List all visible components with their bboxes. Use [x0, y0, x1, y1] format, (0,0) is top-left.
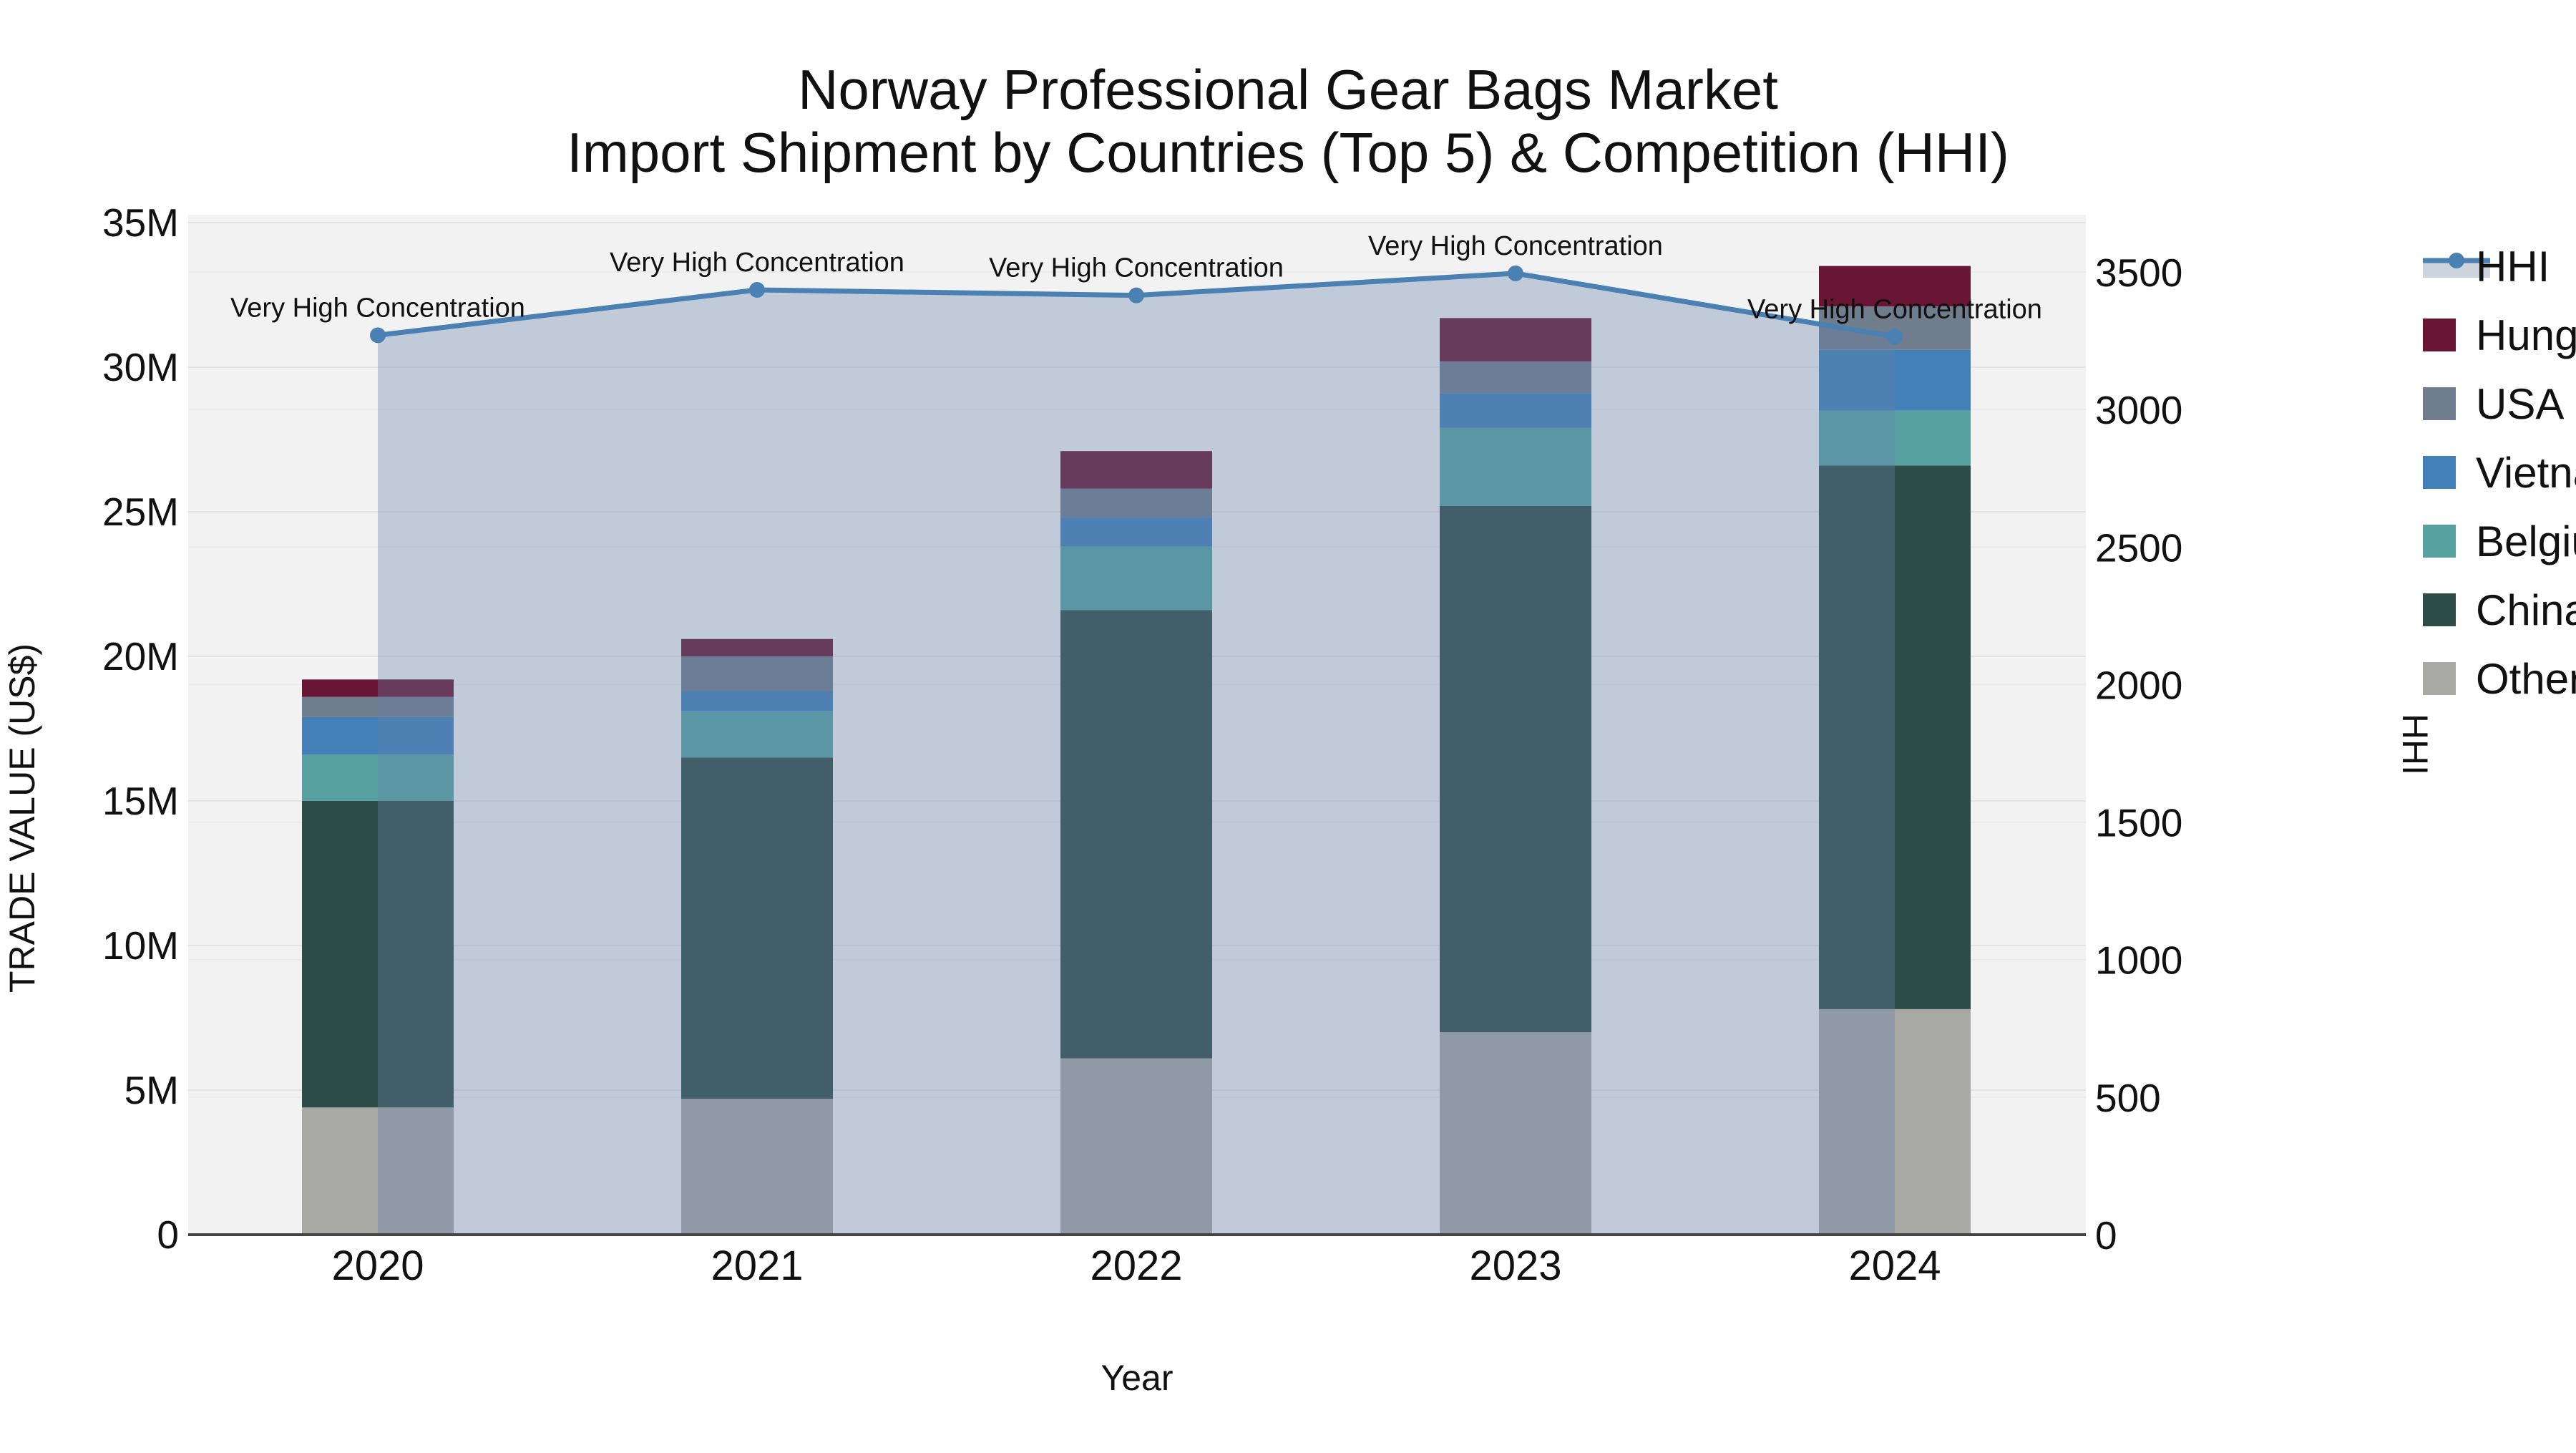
legend-swatch-china	[2423, 593, 2456, 626]
bar-segment-others-2020[interactable]	[302, 1107, 454, 1235]
y-right-tick: 1500	[2095, 801, 2182, 845]
legend-swatch-vietnam	[2423, 456, 2456, 489]
hhi-point-2022[interactable]	[1128, 287, 1144, 303]
legend-item-vietnam[interactable]: Vietnam	[2423, 449, 2576, 497]
bar-segment-vietnam-2021[interactable]	[681, 691, 833, 711]
x-tick-2023: 2023	[1469, 1243, 1561, 1289]
bar-segment-hungary-2022[interactable]	[1060, 451, 1212, 489]
bar-segment-usa-2020[interactable]	[302, 696, 454, 717]
bar-segment-others-2022[interactable]	[1060, 1058, 1212, 1235]
y-left-tick: 15M	[102, 779, 179, 823]
legend-label: HHI	[2476, 243, 2550, 291]
y-right-tick: 1000	[2095, 938, 2182, 983]
hhi-point-2024[interactable]	[1887, 329, 1903, 345]
y-right-tick: 2500	[2095, 525, 2182, 570]
plot-area: Very High Concentration Very High Concent…	[102, 200, 2182, 1289]
legend-item-china[interactable]: China	[2423, 586, 2576, 634]
hhi-point-2020[interactable]	[370, 327, 386, 344]
legend-label: USA	[2476, 380, 2564, 428]
y-right-axis-title: HHI	[2395, 714, 2435, 775]
legend-label: China	[2476, 586, 2576, 634]
legend-item-belgium[interactable]: Belgium	[2423, 517, 2576, 565]
hhi-legend-marker-icon	[2449, 253, 2464, 268]
bar-segment-belgium-2021[interactable]	[681, 711, 833, 758]
annotation-2024: Very High Concentration	[1747, 294, 2042, 324]
legend-swatch-usa	[2423, 387, 2456, 420]
y-right-tick: 3000	[2095, 388, 2182, 432]
legend-item-hungary[interactable]: Hungary	[2423, 311, 2576, 359]
annotation-2020: Very High Concentration	[230, 293, 525, 323]
bar-segment-vietnam-2023[interactable]	[1440, 393, 1591, 428]
legend-swatch-hungary	[2423, 319, 2456, 351]
bar-segment-belgium-2020[interactable]	[302, 754, 454, 801]
bar-segment-others-2024[interactable]	[1819, 1009, 1971, 1235]
bar-segment-china-2022[interactable]	[1060, 610, 1212, 1059]
hhi-area-fill	[378, 273, 1895, 1235]
legend-item-others[interactable]: Others	[2423, 655, 2576, 703]
legend-swatch-others	[2423, 662, 2456, 695]
x-axis-title: Year	[1101, 1358, 1173, 1398]
legend-label: Others	[2476, 655, 2576, 703]
bar-segment-usa-2021[interactable]	[681, 656, 833, 691]
y-left-tick: 0	[157, 1213, 179, 1257]
hhi-point-2023[interactable]	[1508, 265, 1523, 281]
y-left-tick: 20M	[102, 634, 179, 679]
legend-swatch-belgium	[2423, 525, 2456, 558]
legend-item-usa[interactable]: USA	[2423, 380, 2564, 428]
x-tick-2021: 2021	[711, 1243, 803, 1289]
bar-segment-belgium-2024[interactable]	[1819, 410, 1971, 466]
legend: HHI Hungary USA Vietnam Belgium China Others	[2423, 243, 2576, 703]
y-left-tick: 30M	[102, 345, 179, 389]
y-right-tick: 500	[2095, 1076, 2161, 1120]
y-right-tick: 3500	[2095, 251, 2182, 295]
bar-segment-belgium-2023[interactable]	[1440, 427, 1591, 506]
bar-segment-vietnam-2024[interactable]	[1819, 349, 1971, 411]
annotation-2023: Very High Concentration	[1368, 231, 1663, 261]
bar-segment-usa-2022[interactable]	[1060, 488, 1212, 518]
bar-segment-belgium-2022[interactable]	[1060, 546, 1212, 611]
x-tick-2020: 2020	[331, 1243, 424, 1289]
legend-item-hhi[interactable]: HHI	[2423, 243, 2550, 291]
x-tick-2024: 2024	[1848, 1243, 1941, 1289]
y-left-tick: 10M	[102, 923, 179, 968]
y-left-tick: 35M	[102, 200, 179, 245]
bar-segment-hungary-2021[interactable]	[681, 638, 833, 656]
y-left-axis-title: TRADE VALUE (US$)	[2, 643, 42, 993]
bar-segment-china-2023[interactable]	[1440, 505, 1591, 1033]
chart-title-line1: Norway Professional Gear Bags Market	[798, 58, 1778, 121]
hhi-point-2021[interactable]	[749, 281, 765, 298]
chart-title-line2: Import Shipment by Countries (Top 5) & C…	[567, 121, 2009, 184]
bar-segment-china-2020[interactable]	[302, 801, 454, 1108]
legend-label: Belgium	[2476, 517, 2576, 565]
bar-segment-china-2021[interactable]	[681, 757, 833, 1099]
y-right-tick: 0	[2095, 1213, 2117, 1258]
annotation-2022: Very High Concentration	[989, 253, 1284, 283]
bar-segment-vietnam-2022[interactable]	[1060, 517, 1212, 547]
bar-segment-others-2021[interactable]	[681, 1099, 833, 1235]
annotation-2021: Very High Concentration	[610, 248, 904, 278]
legend-label: Hungary	[2476, 311, 2576, 359]
y-left-tick: 25M	[102, 490, 179, 534]
bar-segment-china-2024[interactable]	[1819, 465, 1971, 1009]
bar-segment-vietnam-2020[interactable]	[302, 716, 454, 755]
bar-segment-others-2023[interactable]	[1440, 1032, 1591, 1235]
bar-segment-hungary-2024[interactable]	[1819, 266, 1971, 307]
bar-segment-hungary-2023[interactable]	[1440, 318, 1591, 361]
bar-segment-hungary-2020[interactable]	[302, 679, 454, 697]
legend-label: Vietnam	[2476, 449, 2576, 497]
y-left-tick: 5M	[125, 1068, 179, 1112]
y-right-tick: 2000	[2095, 663, 2182, 707]
x-tick-2022: 2022	[1090, 1243, 1182, 1289]
bar-segment-usa-2023[interactable]	[1440, 361, 1591, 394]
